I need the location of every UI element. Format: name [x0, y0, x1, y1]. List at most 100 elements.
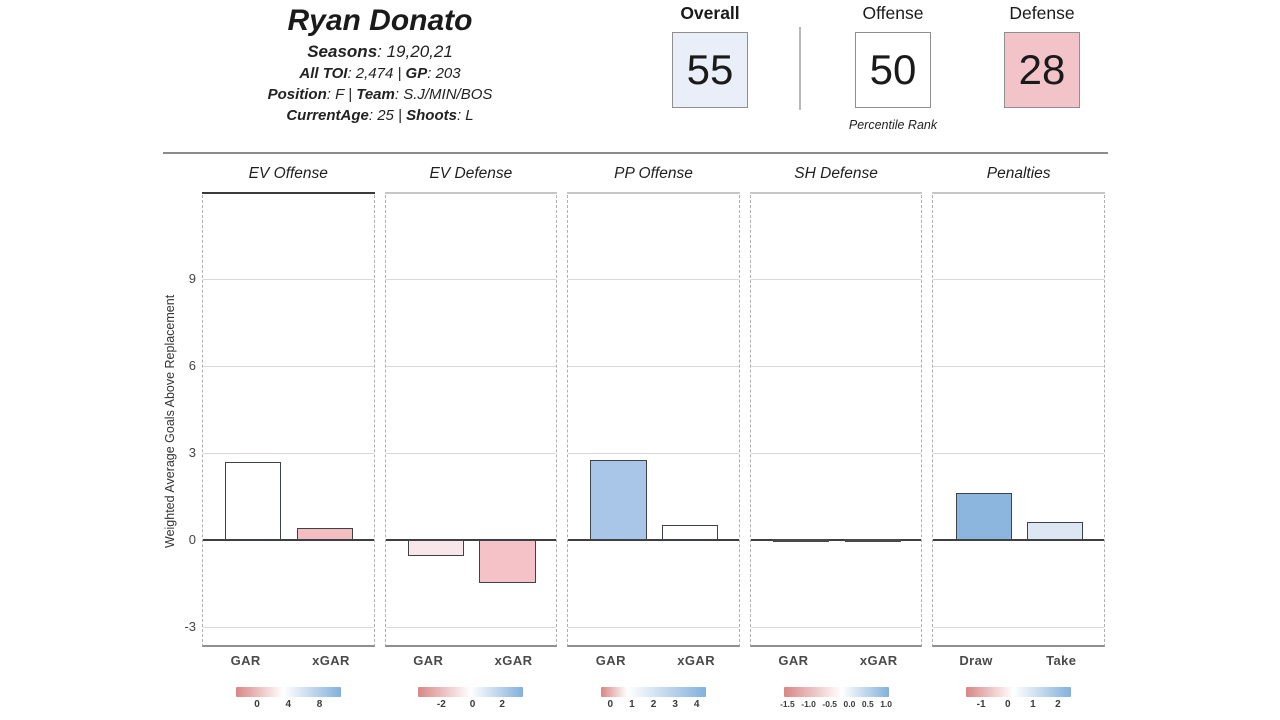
bar-ev-offense-gar — [225, 461, 282, 540]
gridline — [385, 365, 557, 367]
gridline — [203, 452, 374, 454]
percentile-overall-value: 55 — [672, 32, 748, 108]
panel-title-pp-offense: PP Offense — [614, 165, 693, 182]
gridline — [933, 365, 1104, 367]
team-value: : S.J/MIN/BOS — [394, 86, 493, 103]
x-label-gar: GAR — [595, 653, 626, 668]
legend-tick: -1.5 — [780, 699, 795, 709]
percentile-offense-label: Offense — [862, 3, 924, 23]
legend-tick-labels: -1.5 -1.0 -0.5 0.0 0.5 1.0 — [780, 699, 892, 709]
legend-tick: -1.0 — [801, 699, 816, 709]
position-value: : F — [326, 86, 344, 103]
zero-line — [933, 538, 1104, 541]
separator-pipe: | — [344, 86, 357, 103]
separator-pipe: | — [393, 107, 407, 124]
player-name: Ryan Donato — [287, 4, 473, 37]
gridline — [203, 279, 374, 281]
x-label-gar: GAR — [230, 653, 261, 668]
legend-tick-labels: 0 4 8 — [254, 699, 322, 710]
legend-tick: -1 — [976, 699, 986, 710]
header-separator — [163, 152, 1108, 154]
toi-label: All TOI — [299, 65, 348, 82]
gridline — [568, 452, 739, 454]
panel-penalties: Penalties Draw Take -1 0 1 2 — [932, 165, 1105, 710]
x-label-gar: GAR — [778, 653, 809, 668]
gridline — [750, 279, 922, 281]
zero-line — [750, 538, 922, 541]
bar-sh-defense-gar — [772, 539, 830, 543]
panel-ev-offense: EV Offense GAR xGAR 0 4 8 — [202, 165, 375, 710]
legend-tick-labels: 0 1 2 3 4 — [607, 699, 699, 710]
legend-tick: 2 — [1055, 699, 1061, 710]
x-axis-labels: GAR xGAR — [203, 653, 374, 668]
player-info: Ryan Donato Seasons: 19,20,21 All TOI : 2… — [170, 2, 590, 126]
gridline — [568, 626, 739, 628]
panel-underline — [567, 192, 740, 194]
panel-underline — [202, 192, 375, 194]
zero-line — [385, 538, 557, 541]
gridline — [750, 626, 922, 628]
legend-tick: 1 — [629, 699, 635, 710]
shoots-label: Shoots — [406, 107, 457, 124]
shoots-value: : L — [456, 107, 474, 124]
y-tick-6: 6 — [188, 357, 196, 373]
percentile-overall-label: Overall — [680, 3, 740, 23]
x-axis-labels: GAR xGAR — [568, 653, 739, 668]
x-label-xgar: xGAR — [494, 653, 533, 668]
legend-tick: -0.5 — [822, 699, 838, 709]
percentile-overall: Overall 55 — [655, 3, 765, 108]
gridline — [933, 452, 1104, 454]
panel-underline — [384, 192, 558, 194]
color-legend-ev-offense: 0 4 8 — [203, 687, 374, 710]
gridline — [385, 452, 557, 454]
age-shoots-line: CurrentAge: 25 | Shoots: L — [170, 105, 590, 126]
gp-value: : 203 — [427, 65, 461, 82]
percentile-defense: Defense 28 — [987, 3, 1097, 108]
x-label-xgar: xGAR — [859, 653, 898, 668]
panel-title-sh-defense: SH Defense — [794, 165, 878, 182]
legend-tick: 0.0 — [843, 699, 856, 709]
legend-tick: 0 — [469, 699, 476, 710]
legend-tick: 0 — [254, 699, 260, 710]
legend-gradient-bar — [600, 687, 706, 697]
bar-penalties-draw — [955, 493, 1012, 540]
x-label-take: Take — [1046, 653, 1077, 668]
bar-ev-offense-xgar — [296, 528, 354, 540]
x-axis-labels: Draw Take — [933, 653, 1104, 668]
y-tick-9: 9 — [188, 271, 196, 287]
gridline — [750, 365, 922, 367]
legend-tick: 3 — [672, 699, 678, 710]
gridline — [933, 626, 1104, 628]
legend-tick: 2 — [499, 699, 505, 710]
legend-tick: 4 — [285, 699, 292, 710]
gridline — [568, 365, 739, 367]
percentile-rank-caption: Percentile Rank — [848, 118, 938, 132]
color-legend-penalties: -1 0 1 2 — [933, 687, 1104, 710]
percentile-divider — [799, 27, 801, 110]
bar-penalties-take — [1027, 522, 1084, 540]
x-label-gar: GAR — [413, 653, 444, 668]
color-legend-ev-defense: -2 0 2 — [386, 687, 557, 710]
position-team-line: Position: F | Team: S.J/MIN/BOS — [170, 84, 590, 105]
chart-panels: EV Offense GAR xGAR 0 4 8 EV Defense GAR xGAR -2 0… — [202, 165, 1105, 710]
zero-line — [568, 538, 739, 541]
legend-gradient-bar — [235, 687, 341, 697]
bar-sh-defense-xgar — [844, 539, 901, 543]
legend-tick: 1.0 — [880, 699, 893, 709]
panel-ev-defense: EV Defense GAR xGAR -2 0 2 — [384, 165, 558, 710]
legend-gradient-bar — [783, 687, 889, 697]
gridline — [750, 452, 922, 454]
x-label-xgar: xGAR — [677, 653, 715, 668]
seasons-line: Seasons: 19,20,21 — [170, 40, 590, 63]
bar-ev-defense-xgar — [479, 539, 536, 584]
panel-pp-offense: PP Offense GAR xGAR 0 1 2 3 4 — [567, 165, 740, 710]
x-label-draw: Draw — [959, 653, 993, 668]
team-label: Team — [356, 86, 395, 103]
x-axis-labels: GAR xGAR — [751, 653, 922, 668]
panel-sh-defense: SH Defense GAR xGAR -1.5 -1.0 -0.5 0.0 0.5 1.0 — [749, 165, 923, 709]
position-label: Position — [267, 86, 327, 103]
legend-tick-labels: -1 0 1 2 — [977, 699, 1061, 710]
percentile-defense-value: 28 — [1004, 32, 1080, 108]
bar-pp-offense-xgar — [662, 525, 719, 540]
seasons-label: Seasons — [307, 42, 378, 61]
